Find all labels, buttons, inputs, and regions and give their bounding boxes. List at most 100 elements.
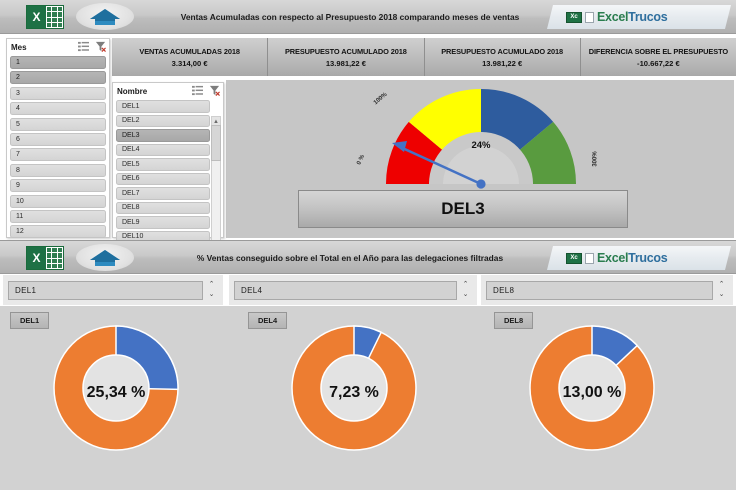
kpi-title: DIFERENCIA SOBRE EL PRESUPUESTO [588,46,728,56]
delegation-selector-3: DEL8 ⌃ ⌄ [480,274,734,306]
kpi-title: VENTAS ACUMULADAS 2018 [139,46,240,56]
slicer-nombre-item[interactable]: DEL9 [116,216,210,229]
exceltrucos-logo[interactable]: Xc ExcelTrucos [547,246,731,270]
donut-svg-2 [291,325,417,451]
scrollbar-thumb[interactable] [211,125,221,161]
excel-grid-icon [46,247,63,269]
slicer-mes-list: 1 2 3 4 5 6 7 8 9 10 11 12 [7,55,109,243]
excel-grid-icon [46,6,63,28]
slicer-nombre-item[interactable]: DEL3 [116,129,210,142]
delegation-selector-row: DEL1 ⌃ ⌄ DEL4 ⌃ ⌄ DEL8 ⌃ ⌄ [0,274,736,306]
slicer-mes-item[interactable]: 3 [10,86,106,100]
slicer-mes-item[interactable]: 7 [10,148,106,162]
logo-text: ExcelTrucos [597,10,668,24]
selected-delegation-box: DEL3 [298,190,628,228]
slicer-mes-item[interactable]: 2 [10,71,106,85]
slicer-mes[interactable]: Mes 1 2 3 4 5 6 7 8 9 10 [6,38,110,239]
top-banner: X Ventas Acumuladas con respecto al Pres… [0,0,736,34]
clear-filter-icon[interactable] [95,41,106,52]
donut-svg-3 [529,325,655,451]
spinner-down-icon[interactable]: ⌄ [462,290,469,298]
kpi-card-ventas-acumuladas: VENTAS ACUMULADAS 2018 3.314,00 € [112,38,269,76]
slicer-nombre-item[interactable]: DEL8 [116,201,210,214]
slicer-mes-item[interactable]: 1 [10,56,106,69]
kpi-card-presupuesto-acumulado-2: PRESUPUESTO ACUMULADO 2018 13.981,22 € [424,38,581,76]
kpi-title: PRESUPUESTO ACUMULADO 2018 [441,46,564,56]
mid-banner: X % Ventas conseguido sobre el Total en … [0,240,736,274]
slicer-nombre-item[interactable]: DEL6 [116,172,210,185]
slicer-nombre[interactable]: Nombre DEL1 DEL2 DEL3 DEL4 DEL5 DEL6 DEL… [112,82,224,252]
spinner-up-icon[interactable]: ⌃ [718,280,725,288]
kpi-value: 13.981,22 € [482,58,523,68]
home-icon[interactable] [76,3,134,30]
slicer-mes-item[interactable]: 6 [10,132,106,146]
donut-title-1: DEL1 [10,312,50,329]
donut-center-value-3: 13,00 % [562,384,622,401]
section-title: % Ventas conseguido sobre el Total en el… [196,252,504,263]
donut-chart-3: DEL8 13,00 % [488,306,736,490]
delegation-selector-1: DEL1 ⌃ ⌄ [2,274,224,306]
logo-sheet-badge-icon [585,11,594,23]
spinner-up-icon[interactable]: ⌃ [208,280,215,288]
delegation-selector-2: DEL4 ⌃ ⌄ [228,274,478,306]
slicer-mes-title: Mes [11,42,27,52]
slicer-nombre-header: Nombre [113,83,223,99]
delegation-value-2[interactable]: DEL4 [234,280,457,300]
multi-select-icon[interactable] [192,85,203,96]
delegation-value-1[interactable]: DEL1 [8,280,203,300]
kpi-value: -10.667,22 € [637,58,680,68]
slicer-nombre-title: Nombre [117,86,148,96]
logo-excel-badge-icon: Xc [566,252,582,264]
gauge-panel: 24% 0 % 100% 300% DEL3 [226,80,734,238]
donut-chart-1: DEL1 25,34 % [0,306,248,490]
excel-icon[interactable]: X [26,246,64,270]
donut-svg-1 [53,325,179,451]
excel-icon[interactable]: X [26,5,64,29]
slicer-nombre-item[interactable]: DEL4 [116,143,210,156]
delegation-value-3[interactable]: DEL8 [486,280,713,300]
spinner-down-icon[interactable]: ⌄ [718,290,725,298]
slicer-mes-item[interactable]: 9 [10,179,106,193]
kpi-value: 13.981,22 € [325,58,366,68]
slicer-nombre-item[interactable]: DEL2 [116,114,210,127]
page-title: Ventas Acumuladas con respecto al Presup… [180,11,520,22]
logo-text: ExcelTrucos [597,251,668,265]
scroll-up-icon[interactable]: ▲ [212,117,220,126]
slicer-nombre-item[interactable]: DEL7 [116,187,210,200]
exceltrucos-logo[interactable]: Xc ExcelTrucos [547,5,731,29]
slicer-nombre-list: DEL1 DEL2 DEL3 DEL4 DEL5 DEL6 DEL7 DEL8 … [113,99,223,252]
slicer-mes-item[interactable]: 8 [10,163,106,177]
slicer-mes-item[interactable]: 10 [10,194,106,208]
multi-select-icon[interactable] [78,41,89,52]
slicer-mes-header: Mes [7,39,109,55]
slicer-nombre-item[interactable]: DEL1 [116,100,210,113]
donut-title-3: DEL8 [494,312,534,329]
spinner-buttons-3[interactable]: ⌃ ⌄ [715,281,728,300]
spinner-down-icon[interactable]: ⌄ [208,290,215,298]
spinner-up-icon[interactable]: ⌃ [462,280,469,288]
slicer-mes-item[interactable]: 4 [10,102,106,116]
logo-sheet-badge-icon [585,252,594,264]
donut-center-value-1: 25,34 % [86,384,146,401]
donut-title-2: DEL4 [248,312,288,329]
kpi-title: PRESUPUESTO ACUMULADO 2018 [284,46,407,56]
gauge-chart: 24% 0 % 100% 300% [346,84,616,194]
kpi-row: VENTAS ACUMULADAS 2018 3.314,00 € PRESUP… [112,38,736,76]
spinner-buttons-2[interactable]: ⌃ ⌄ [459,281,472,300]
slicer-mes-item[interactable]: 12 [10,225,106,239]
donut-charts-area: DEL1 25,34 % DEL4 7,23 % DEL8 [0,306,736,490]
clear-filter-icon[interactable] [209,85,220,96]
kpi-card-diferencia-presupuesto: DIFERENCIA SOBRE EL PRESUPUESTO -10.667,… [580,38,736,76]
home-icon[interactable] [76,244,134,271]
kpi-value: 3.314,00 € [171,58,208,68]
slicer-mes-item[interactable]: 11 [10,209,106,223]
kpi-card-presupuesto-acumulado-1: PRESUPUESTO ACUMULADO 2018 13.981,22 € [268,38,425,76]
donut-chart-2: DEL4 7,23 % [248,306,488,490]
gauge-center-value: 24% [471,140,491,151]
logo-excel-badge-icon: Xc [566,11,582,23]
donut-center-value-2: 7,23 % [329,384,379,401]
spinner-buttons-1[interactable]: ⌃ ⌄ [205,281,218,300]
slicer-nombre-item[interactable]: DEL5 [116,158,210,171]
gauge-max-label: 300% [592,151,599,167]
slicer-mes-item[interactable]: 5 [10,117,106,131]
